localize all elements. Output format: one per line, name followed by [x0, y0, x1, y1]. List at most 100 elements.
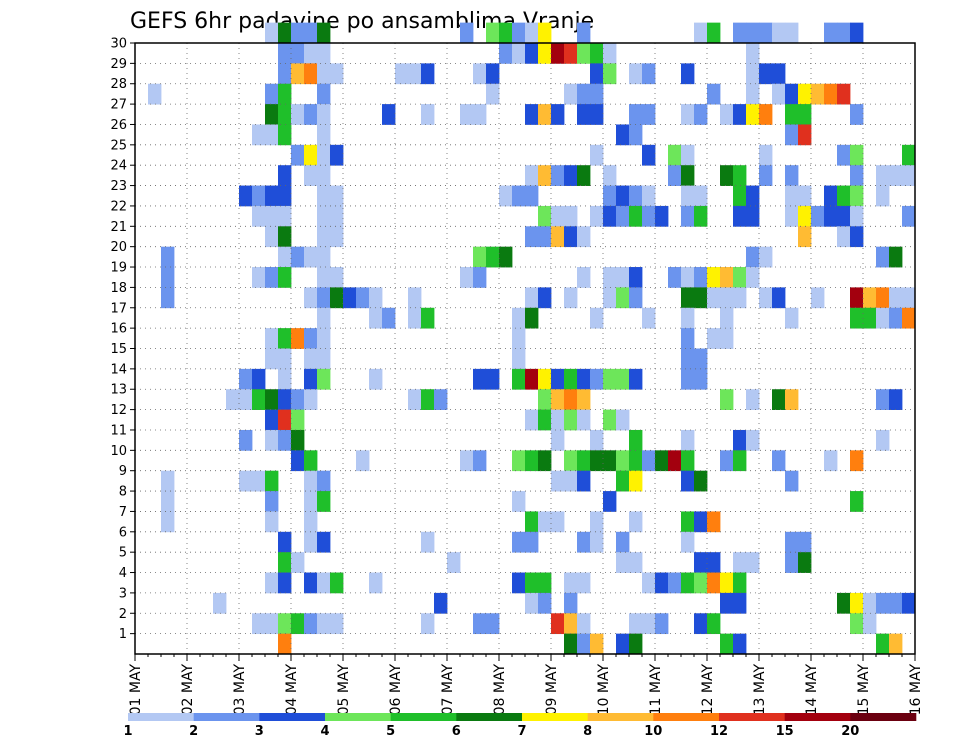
heatmap-cell — [850, 205, 864, 227]
heatmap-cell — [161, 287, 175, 309]
heatmap-cell — [564, 633, 578, 655]
heatmap-cell — [681, 205, 695, 227]
heatmap-cell — [629, 185, 643, 207]
heatmap-cell — [317, 185, 331, 207]
heatmap-cell — [746, 389, 760, 410]
heatmap-cell — [863, 287, 877, 309]
heatmap-cell — [798, 124, 812, 146]
heatmap-cell — [317, 613, 331, 635]
heatmap-cell — [538, 592, 552, 614]
heatmap-cell — [707, 328, 721, 349]
heatmap-cell — [577, 83, 591, 105]
heatmap-cell — [616, 185, 630, 207]
heatmap-cell — [512, 43, 526, 64]
heatmap-cell — [369, 368, 383, 390]
heatmap-cell — [499, 43, 513, 64]
heatmap-cell — [304, 22, 318, 44]
heatmap-cell — [304, 368, 318, 390]
heatmap-cell — [538, 287, 552, 309]
heatmap-cell — [824, 185, 838, 207]
heatmap-cell — [317, 491, 331, 512]
x-tick-label: 14 MAY — [804, 664, 820, 716]
y-tick-label: 30 — [110, 37, 127, 52]
heatmap-cell — [746, 267, 760, 288]
heatmap-cell — [265, 226, 279, 248]
heatmap-cell — [694, 511, 708, 533]
heatmap-cell — [551, 43, 565, 64]
heatmap-cell — [811, 83, 825, 105]
heatmap-cell — [369, 307, 383, 329]
colorbar-swatch — [325, 713, 391, 721]
heatmap-cell — [863, 592, 877, 614]
heatmap-cell — [707, 287, 721, 309]
heatmap-cell — [252, 205, 266, 227]
heatmap-cell — [278, 22, 292, 44]
heatmap-cell — [850, 104, 864, 125]
heatmap-cell — [486, 83, 500, 105]
heatmap-cell — [434, 389, 448, 410]
heatmap-cell — [317, 83, 331, 105]
heatmap-cell — [642, 185, 656, 207]
heatmap-cell — [681, 470, 695, 492]
heatmap-cell — [330, 144, 344, 166]
heatmap-cell — [486, 246, 500, 268]
heatmap-cell — [317, 267, 331, 288]
heatmap-cell — [590, 531, 604, 553]
heatmap-cell — [798, 185, 812, 207]
heatmap-cell — [746, 63, 760, 85]
heatmap-cell — [850, 307, 864, 329]
heatmap-cell — [291, 22, 305, 44]
heatmap-cell — [486, 22, 500, 44]
y-tick-label: 23 — [110, 179, 127, 194]
heatmap-cell — [538, 511, 552, 533]
heatmap-cell — [265, 348, 279, 370]
colorbar-swatch — [784, 713, 851, 721]
heatmap-cell — [304, 63, 318, 85]
heatmap-cell — [720, 287, 734, 309]
heatmap-cell — [512, 348, 526, 370]
heatmap-cell — [785, 22, 799, 44]
heatmap-cell — [850, 491, 864, 512]
heatmap-cell — [317, 104, 331, 125]
heatmap-cell — [460, 267, 474, 288]
heatmap-cell — [564, 389, 578, 410]
heatmap-cell — [694, 572, 708, 594]
heatmap-cell — [265, 185, 279, 207]
heatmap-cell — [421, 613, 435, 635]
heatmap-cell — [772, 22, 786, 44]
colorbar-label: 12 — [710, 724, 728, 739]
heatmap-cell — [577, 22, 591, 44]
heatmap-cell — [525, 307, 539, 329]
heatmap-cell — [629, 450, 643, 472]
heatmap-cell — [564, 205, 578, 227]
heatmap-cell — [850, 185, 864, 207]
heatmap-cell — [603, 450, 617, 472]
heatmap-cell — [265, 389, 279, 410]
heatmap-cell — [889, 165, 903, 186]
heatmap-cell — [538, 205, 552, 227]
heatmap-cell — [694, 470, 708, 492]
x-tick-label: 01 MAY — [128, 664, 144, 716]
heatmap-cell — [785, 165, 799, 186]
heatmap-cell — [668, 144, 682, 166]
heatmap-cell — [850, 226, 864, 248]
heatmap-cell — [642, 144, 656, 166]
heatmap-cell — [538, 43, 552, 64]
heatmap-cell — [434, 592, 448, 614]
heatmap-cell — [421, 531, 435, 553]
heatmap-cell — [681, 531, 695, 553]
heatmap-cell — [291, 246, 305, 268]
heatmap-cell — [629, 613, 643, 635]
y-tick-label: 13 — [110, 383, 127, 398]
heatmap-cell — [317, 124, 331, 146]
heatmap-cell — [629, 552, 643, 573]
heatmap-cell — [486, 63, 500, 85]
colorbar-label: 6 — [452, 724, 461, 739]
heatmap-cell — [577, 267, 591, 288]
heatmap-cell — [291, 144, 305, 166]
heatmap-cell — [720, 165, 734, 186]
heatmap-cell — [473, 104, 487, 125]
heatmap-cell — [473, 246, 487, 268]
heatmap-cell — [304, 165, 318, 186]
heatmap-cell — [330, 205, 344, 227]
